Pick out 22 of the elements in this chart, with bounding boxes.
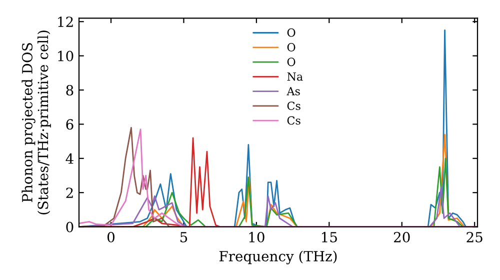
y-tick-label: 0 [66,222,74,232]
y-tick-label: 2 [66,188,73,198]
x-tick-label: 0 [107,232,114,242]
y-tick-label: 4 [66,153,74,164]
legend-label: Cs [287,102,300,110]
x-tick-label: 5 [180,232,188,242]
legend-label: O [287,28,296,37]
legend-label: Cs [287,116,300,125]
legend-label: As [286,87,300,96]
y-tick-label: 8 [66,84,74,96]
legend-label: O [287,58,296,66]
legend-label: Na [287,72,303,81]
legend-label: O [287,43,296,52]
y-axis-title: Phonon projected DOS (States/THz·primitive cell) [22,30,51,214]
x-tick-label: 10 [249,232,264,242]
y-tick-label: 10 [58,50,74,62]
y-tick-label: 6 [66,119,74,130]
y-tick-label: 12 [58,16,73,27]
x-tick-label: 20 [394,232,410,242]
x-tick-label: 15 [322,232,337,242]
x-tick-label: 25 [466,232,482,242]
x-axis-title: Frequency (THz) [219,250,337,264]
